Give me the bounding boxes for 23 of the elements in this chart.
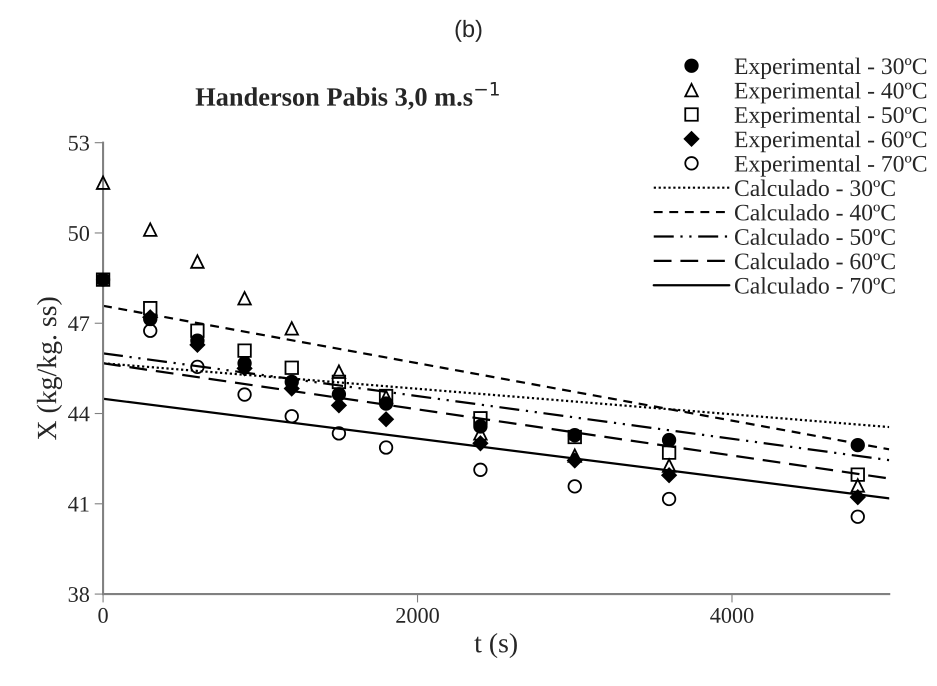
y-axis-title: X (kg/kg. ss): [36, 297, 62, 440]
y-tick-label: 53: [68, 136, 90, 151]
legend-label: Calculado - 70ºC: [734, 277, 895, 294]
x-axis-title: t (s): [474, 632, 517, 658]
x-tick-label: 0: [98, 608, 108, 623]
y-tick-label: 38: [68, 587, 90, 602]
y-tick-label: 44: [68, 406, 90, 422]
legend-label: Experimental - 30ºC: [734, 58, 926, 80]
chart-subtitle: Handerson Pabis 3,0 m.s$^{−1}$: [196, 82, 499, 110]
y-tick-label: 47: [68, 316, 90, 331]
y-tick-label: 41: [68, 496, 89, 512]
chart-title: (b): [456, 20, 482, 42]
legend-label: Experimental - 60ºC: [734, 130, 926, 152]
y-tick-label: 50: [68, 226, 90, 241]
legend-label: Experimental - 70ºC: [734, 155, 926, 177]
legend-label: Calculado - 40ºC: [734, 204, 895, 221]
legend-label: Calculado - 60ºC: [734, 252, 895, 270]
legend-label: Calculado - 50ºC: [734, 228, 895, 245]
legend-label: Experimental - 40ºC: [734, 82, 926, 104]
legend-label: Calculado - 30ºC: [734, 180, 895, 196]
x-tick-label: 2000: [396, 608, 439, 623]
legend-label: Experimental - 50ºC: [734, 106, 926, 128]
x-tick-label: 4000: [710, 608, 754, 623]
